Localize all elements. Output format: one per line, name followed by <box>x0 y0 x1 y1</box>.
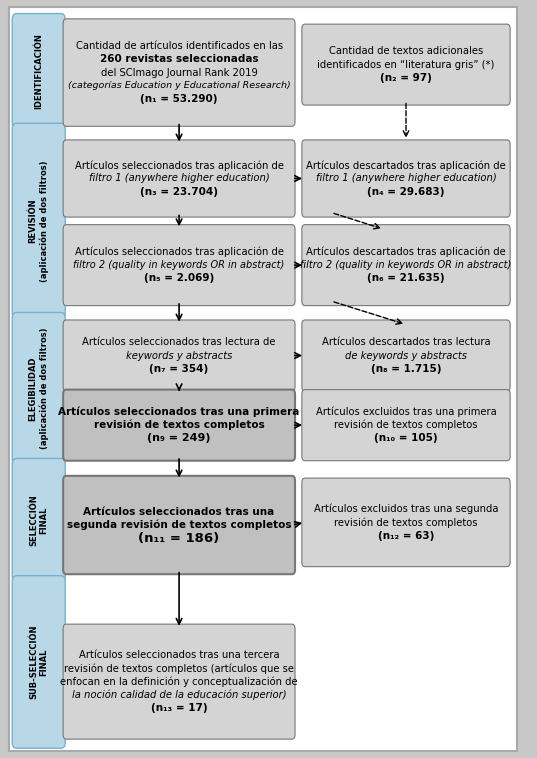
Text: Artículos seleccionados tras una: Artículos seleccionados tras una <box>83 507 275 517</box>
Text: Artículos descartados tras aplicación de: Artículos descartados tras aplicación de <box>306 160 506 171</box>
Text: revisión de textos completos (artículos que se: revisión de textos completos (artículos … <box>64 663 294 674</box>
FancyBboxPatch shape <box>12 576 65 748</box>
Text: (n₁₀ = 105): (n₁₀ = 105) <box>374 434 438 443</box>
FancyBboxPatch shape <box>9 7 518 751</box>
Text: de keywords y abstracts: de keywords y abstracts <box>345 350 467 361</box>
FancyBboxPatch shape <box>63 224 295 305</box>
FancyBboxPatch shape <box>302 320 510 391</box>
FancyBboxPatch shape <box>63 390 295 461</box>
Text: filtro 2 (quality in keywords OR in abstract): filtro 2 (quality in keywords OR in abst… <box>74 260 285 270</box>
Text: REVISIÓN
(aplicación de dos filtros): REVISIÓN (aplicación de dos filtros) <box>29 160 49 282</box>
Text: (n₉ = 249): (n₉ = 249) <box>147 434 211 443</box>
FancyBboxPatch shape <box>12 459 65 582</box>
Text: filtro 1 (anywhere higher education): filtro 1 (anywhere higher education) <box>316 174 496 183</box>
Text: (n₁ = 53.290): (n₁ = 53.290) <box>140 94 218 104</box>
FancyBboxPatch shape <box>12 312 65 465</box>
Text: revisión de textos completos: revisión de textos completos <box>334 517 478 528</box>
Text: filtro 1 (anywhere higher education): filtro 1 (anywhere higher education) <box>89 174 270 183</box>
Text: (n₁₃ = 17): (n₁₃ = 17) <box>151 703 207 713</box>
Text: (n₁₁ = 186): (n₁₁ = 186) <box>139 532 220 545</box>
FancyBboxPatch shape <box>63 140 295 217</box>
Text: (n₅ = 2.069): (n₅ = 2.069) <box>144 274 214 283</box>
Text: (n₂ = 97): (n₂ = 97) <box>380 73 432 83</box>
Text: (n₁₂ = 63): (n₁₂ = 63) <box>378 531 434 540</box>
Text: 260 revistas seleccionadas: 260 revistas seleccionadas <box>100 55 258 64</box>
FancyBboxPatch shape <box>302 224 510 305</box>
Text: keywords y abstracts: keywords y abstracts <box>126 350 233 361</box>
Text: enfocan en la definición y conceptualización de: enfocan en la definición y conceptualiza… <box>60 676 298 687</box>
FancyBboxPatch shape <box>302 390 510 461</box>
Text: Artículos seleccionados tras una tercera: Artículos seleccionados tras una tercera <box>79 650 279 660</box>
Text: segunda revisión de textos completos: segunda revisión de textos completos <box>67 520 292 531</box>
Text: Artículos descartados tras aplicación de: Artículos descartados tras aplicación de <box>306 246 506 257</box>
Text: SELECCIÓN
FINAL: SELECCIÓN FINAL <box>29 494 48 546</box>
FancyBboxPatch shape <box>12 124 65 318</box>
FancyBboxPatch shape <box>63 320 295 391</box>
Text: (categorías Education y Educational Research): (categorías Education y Educational Rese… <box>68 81 291 90</box>
FancyBboxPatch shape <box>63 476 295 575</box>
Text: (n₈ = 1.715): (n₈ = 1.715) <box>371 364 441 374</box>
Text: Artículos descartados tras lectura: Artículos descartados tras lectura <box>322 337 490 347</box>
Text: Artículos excluidos tras una primera: Artículos excluidos tras una primera <box>316 406 496 417</box>
Text: (n₇ = 354): (n₇ = 354) <box>149 364 209 374</box>
Text: Cantidad de artículos identificados en las: Cantidad de artículos identificados en l… <box>76 41 282 51</box>
Text: Artículos seleccionados tras lectura de: Artículos seleccionados tras lectura de <box>82 337 276 347</box>
Text: revisión de textos completos: revisión de textos completos <box>334 420 478 431</box>
Text: (n₃ = 23.704): (n₃ = 23.704) <box>140 186 218 197</box>
Text: Artículos seleccionados tras una primera: Artículos seleccionados tras una primera <box>59 406 300 417</box>
FancyBboxPatch shape <box>302 478 510 567</box>
Text: la noción calidad de la educación superior): la noción calidad de la educación superi… <box>72 690 286 700</box>
FancyBboxPatch shape <box>302 140 510 217</box>
Text: IDENTIFICACIÓN: IDENTIFICACIÓN <box>34 33 43 109</box>
Text: (n₆ = 21.635): (n₆ = 21.635) <box>367 274 445 283</box>
Text: Artículos seleccionados tras aplicación de: Artículos seleccionados tras aplicación … <box>75 160 284 171</box>
Text: Artículos excluidos tras una segunda: Artículos excluidos tras una segunda <box>314 504 498 515</box>
Text: filtro 2 (quality in keywords OR in abstract): filtro 2 (quality in keywords OR in abst… <box>300 260 512 270</box>
FancyBboxPatch shape <box>63 19 295 127</box>
Text: identificados en “literatura gris” (*): identificados en “literatura gris” (*) <box>317 60 495 70</box>
FancyBboxPatch shape <box>302 24 510 105</box>
Text: (n₄ = 29.683): (n₄ = 29.683) <box>367 186 445 197</box>
Text: del SCImago Journal Rank 2019: del SCImago Journal Rank 2019 <box>100 67 258 77</box>
Text: SUB-SELECCIÓN
FINAL: SUB-SELECCIÓN FINAL <box>29 625 48 699</box>
Text: ELEGIBILIDAD
(aplicación de dos filtros): ELEGIBILIDAD (aplicación de dos filtros) <box>29 327 49 449</box>
Text: revisión de textos completos: revisión de textos completos <box>93 420 264 431</box>
FancyBboxPatch shape <box>63 624 295 739</box>
Text: Artículos seleccionados tras aplicación de: Artículos seleccionados tras aplicación … <box>75 246 284 257</box>
FancyBboxPatch shape <box>12 14 65 130</box>
Text: Cantidad de textos adicionales: Cantidad de textos adicionales <box>329 46 483 56</box>
